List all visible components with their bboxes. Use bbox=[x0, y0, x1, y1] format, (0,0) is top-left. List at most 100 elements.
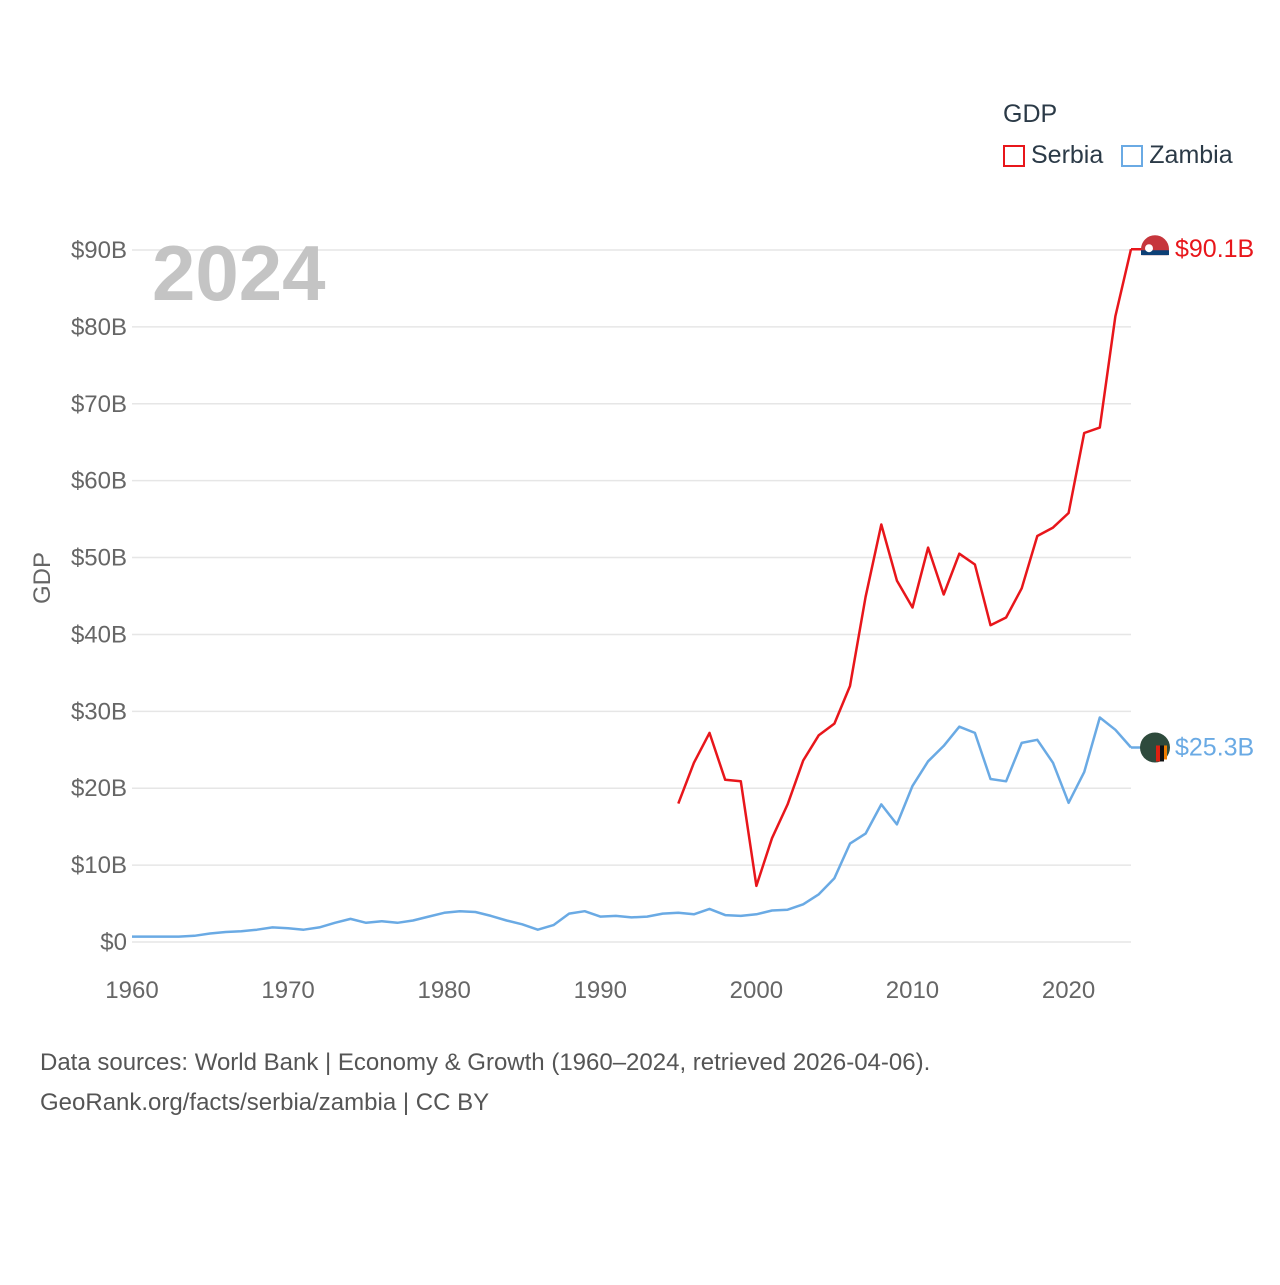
data-point-zambia bbox=[364, 921, 368, 925]
data-point-zambia bbox=[895, 822, 899, 826]
data-point-serbia bbox=[1035, 534, 1039, 538]
data-point-serbia bbox=[739, 779, 743, 783]
data-point-zambia bbox=[989, 777, 993, 781]
data-point-zambia bbox=[520, 922, 524, 926]
data-point-serbia bbox=[692, 761, 696, 765]
data-point-zambia bbox=[271, 925, 275, 929]
data-point-serbia bbox=[817, 733, 821, 737]
data-point-zambia bbox=[349, 917, 353, 921]
data-point-zambia bbox=[661, 912, 665, 916]
data-point-zambia bbox=[832, 876, 836, 880]
data-point-serbia bbox=[676, 802, 680, 806]
data-point-serbia bbox=[926, 546, 930, 550]
series-line-serbia[interactable] bbox=[677, 248, 1133, 888]
x-tick-label: 1970 bbox=[261, 977, 314, 1004]
data-point-serbia bbox=[801, 759, 805, 763]
data-point-zambia bbox=[598, 915, 602, 919]
y-axis-ticks: $0 $10B $20B $30B $40B $50B $60B $70B $80B $90B bbox=[71, 237, 127, 956]
y-tick-label: $10B bbox=[71, 852, 127, 879]
data-point-zambia bbox=[864, 832, 868, 836]
y-tick-label: $40B bbox=[71, 621, 127, 648]
data-point-zambia bbox=[754, 912, 758, 916]
x-tick-label: 1990 bbox=[574, 977, 627, 1004]
data-point-zambia bbox=[317, 925, 321, 929]
data-point-zambia bbox=[161, 935, 165, 939]
data-point-zambia bbox=[583, 909, 587, 913]
y-tick-label: $60B bbox=[71, 468, 127, 495]
data-point-zambia bbox=[1020, 741, 1024, 745]
legend-label-serbia: Serbia bbox=[1031, 141, 1104, 169]
data-point-serbia bbox=[1004, 616, 1008, 620]
data-point-zambia bbox=[911, 784, 915, 788]
legend-swatch-serbia bbox=[1003, 144, 1025, 167]
legend-item-serbia[interactable]: Serbia bbox=[1003, 141, 1103, 170]
data-point-zambia bbox=[302, 928, 306, 932]
data-point-zambia bbox=[676, 911, 680, 915]
flag-icon-zambia bbox=[1140, 732, 1170, 763]
series-endpoints: $90.1B $25.3B bbox=[1131, 235, 1254, 763]
data-point-serbia bbox=[708, 731, 712, 735]
y-axis-label: GDP bbox=[29, 552, 56, 604]
data-point-zambia bbox=[442, 911, 446, 915]
data-point-zambia bbox=[723, 913, 727, 917]
data-point-serbia bbox=[832, 722, 836, 726]
data-point-serbia bbox=[895, 579, 899, 583]
data-point-serbia bbox=[723, 778, 727, 782]
data-point-serbia bbox=[1067, 511, 1071, 515]
data-point-zambia bbox=[645, 915, 649, 919]
data-point-zambia bbox=[536, 928, 540, 932]
chart-footer: Data sources: World Bank | Economy & Gro… bbox=[40, 1043, 930, 1123]
data-point-zambia bbox=[739, 914, 743, 918]
data-point-zambia bbox=[1004, 779, 1008, 783]
data-point-zambia bbox=[630, 915, 634, 919]
data-point-zambia bbox=[255, 928, 259, 932]
gridlines bbox=[132, 249, 1131, 943]
y-tick-label: $30B bbox=[71, 698, 127, 725]
data-point-zambia bbox=[130, 935, 134, 939]
data-point-zambia bbox=[973, 731, 977, 735]
y-tick-label: $20B bbox=[71, 775, 127, 802]
data-point-zambia bbox=[567, 912, 571, 916]
data-point-zambia bbox=[817, 892, 821, 896]
data-point-zambia bbox=[1051, 761, 1055, 765]
x-tick-label: 2000 bbox=[730, 977, 783, 1004]
data-point-serbia bbox=[770, 836, 774, 840]
legend-title: GDP bbox=[1003, 100, 1058, 128]
x-axis-ticks: 1960 1970 1980 1990 2000 2010 2020 bbox=[105, 977, 1095, 1004]
x-tick-label: 2020 bbox=[1042, 977, 1095, 1004]
data-point-zambia bbox=[239, 929, 243, 933]
x-tick-label: 1980 bbox=[417, 977, 470, 1004]
data-point-serbia bbox=[754, 884, 758, 888]
data-point-zambia bbox=[848, 842, 852, 846]
legend-item-zambia[interactable]: Zambia bbox=[1121, 141, 1233, 170]
data-point-zambia bbox=[146, 935, 150, 939]
data-point-serbia bbox=[1082, 431, 1086, 435]
y-tick-label: $80B bbox=[71, 314, 127, 341]
data-point-zambia bbox=[224, 930, 228, 934]
data-point-zambia bbox=[380, 919, 384, 923]
y-tick-label: $0 bbox=[100, 929, 127, 956]
legend-label-zambia: Zambia bbox=[1149, 141, 1233, 169]
series-line-zambia[interactable] bbox=[132, 716, 1132, 938]
endpoint-label-zambia: $25.3B bbox=[1175, 733, 1254, 761]
y-tick-label: $70B bbox=[71, 391, 127, 418]
data-point-zambia bbox=[192, 934, 196, 938]
credit-line: GeoRank.org/facts/serbia/zambia | CC BY bbox=[40, 1089, 490, 1116]
data-point-zambia bbox=[1098, 716, 1102, 720]
data-point-serbia bbox=[786, 802, 790, 806]
data-point-serbia bbox=[942, 593, 946, 597]
series-lines bbox=[130, 248, 1133, 939]
data-point-serbia bbox=[1051, 526, 1055, 530]
data-point-zambia bbox=[1035, 738, 1039, 742]
data-point-zambia bbox=[1067, 801, 1071, 805]
data-point-zambia bbox=[458, 909, 462, 913]
data-point-serbia bbox=[973, 563, 977, 567]
data-point-serbia bbox=[848, 684, 852, 688]
data-point-zambia bbox=[614, 914, 618, 918]
endpoint-label-serbia: $90.1B bbox=[1175, 235, 1254, 263]
data-point-zambia bbox=[957, 725, 961, 729]
legend: GDP Serbia Zambia bbox=[1003, 100, 1233, 170]
source-line: Data sources: World Bank | Economy & Gro… bbox=[40, 1049, 931, 1076]
x-tick-label: 2010 bbox=[886, 977, 939, 1004]
